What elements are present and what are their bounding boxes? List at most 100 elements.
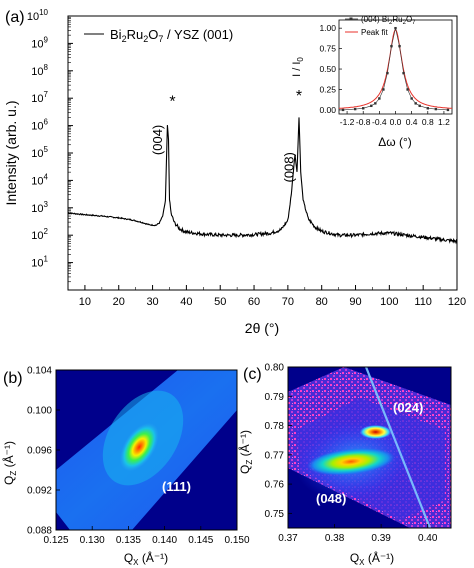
- panel-c-x-tick-label: 0.40: [418, 533, 438, 544]
- panel-label-b: (b): [3, 370, 23, 387]
- panel-a-x-tick-label: 110: [414, 296, 432, 308]
- panel-b-y-tick-label: 0.100: [27, 406, 52, 417]
- inset-data-point: [410, 97, 413, 100]
- panel-a-peak-annotation: (008): [281, 152, 296, 182]
- panel-a-y-tick-label: 103: [31, 200, 48, 215]
- panel-b-peak-label-111: (111): [162, 479, 191, 494]
- panel-c-axes: 0.37 0.38 0.39 0.40 0.75 0.76 0.77 0.78 0.79 0.80: [265, 363, 438, 545]
- panel-a-x-tick-label: 20: [113, 296, 125, 308]
- panel-a-y-tick-label: 105: [31, 145, 48, 160]
- panel-c-x-tick-label: 0.39: [371, 533, 391, 544]
- inset-data-point: [378, 97, 381, 100]
- panel-b-x-tick-label: 0.135: [116, 535, 141, 546]
- panel-a-y-tick-label: 101: [31, 255, 48, 270]
- panel-label-a: (a): [5, 9, 25, 26]
- inset-legend-data-label: (004) Bi2Ru2O7: [361, 15, 416, 26]
- panel-a-y-tick-label: 106: [31, 118, 48, 133]
- inset-data-markers: [341, 26, 450, 112]
- inset-y-tick-label: 0.75: [319, 44, 336, 54]
- panel-a-series-line: [68, 117, 457, 245]
- panel-b-y-tick-label: 0.088: [27, 526, 52, 537]
- panel-b-x-label: QX (Å⁻¹): [124, 550, 168, 567]
- panel-b-y-tick-label: 0.096: [27, 446, 52, 457]
- panel-a-y-tick-label: 107: [31, 90, 48, 105]
- panel-a-x-label: 2θ (°): [245, 320, 279, 336]
- inset-x-tick-label: 0.8: [422, 117, 434, 127]
- inset-data-point: [386, 71, 389, 75]
- panel-a-legend-label: Bi2Ru2O7 / YSZ (001): [110, 27, 233, 44]
- panel-b-x-tick-label: 0.130: [80, 535, 105, 546]
- panel-a-x-tick-label: 90: [349, 296, 361, 308]
- inset-x-tick-label: 0.0: [390, 117, 402, 127]
- panel-c-peak-label-024: (024): [393, 400, 423, 415]
- inset-data-point: [382, 88, 385, 91]
- inset-data-point: [362, 107, 365, 110]
- panel-c-y-tick-label: 0.75: [265, 509, 285, 520]
- inset-data-point: [406, 88, 409, 91]
- panel-a-inset: -1.2 -0.8 -0.4 0.0 0.4 0.8 1.2 0.00 0.25 0.50 0.75…: [291, 15, 453, 149]
- panel-a-y-tick-label: 104: [31, 172, 48, 187]
- inset-data-point: [414, 102, 417, 105]
- panel-a-x-tick-label: 10: [79, 296, 91, 308]
- panel-a-peak-annotation: (004): [150, 125, 165, 155]
- inset-y-tick-label: 0.25: [319, 84, 336, 94]
- panel-a-x-tick-label: 120: [448, 296, 466, 308]
- panel-a: 101 102 103 104 105 106 107 108 109 1010 10 20 30 40…: [3, 8, 466, 336]
- inset-data-point: [402, 71, 405, 75]
- inset-data-point: [374, 102, 377, 105]
- panel-c-peak-024: [359, 425, 392, 439]
- inset-y-label: I / I0: [291, 57, 305, 77]
- panel-b-y-label: QZ (Å⁻¹): [1, 441, 18, 485]
- panel-a-peak-annotation: *: [169, 93, 175, 110]
- panel-c-y-tick-label: 0.80: [265, 363, 285, 374]
- panel-a-y-axis: 101 102 103 104 105 106 107 108 109 1010: [27, 8, 73, 283]
- inset-fit-line: [339, 29, 452, 109]
- inset-axes: -1.2 -0.8 -0.4 0.0 0.4 0.8 1.2 0.00 0.25 0.50 0.75…: [319, 23, 450, 127]
- inset-x-tick-label: -0.4: [372, 117, 387, 127]
- panel-c-peak-label-048: (048): [316, 491, 346, 506]
- inset-legend-data-marker: [349, 17, 353, 21]
- panel-c-plot-frame: [287, 366, 452, 529]
- panel-c-peak-048: [307, 447, 395, 476]
- panel-b-x-tick-label: 0.140: [152, 535, 177, 546]
- panel-c-x-tick-label: 0.38: [325, 533, 345, 544]
- inset-data-point: [394, 26, 397, 30]
- panel-label-c: (c): [243, 366, 262, 383]
- inset-data-point: [370, 104, 373, 108]
- inset-data-point: [398, 44, 401, 48]
- panel-a-x-tick-label: 40: [180, 296, 192, 308]
- panel-a-y-tick-label: 108: [31, 63, 48, 78]
- inset-x-tick-label: 1.2: [438, 117, 450, 127]
- inset-x-tick-label: 0.4: [406, 117, 418, 127]
- panel-a-x-axis: 10 20 30 40 50 60 70 80 90 100 110 120: [79, 285, 466, 308]
- panel-a-y-label: Intensity (arb. u.): [3, 100, 19, 205]
- panel-a-x-tick-label: 70: [282, 296, 294, 308]
- panel-c-detector-streak: [364, 367, 432, 528]
- inset-x-tick-label: -0.8: [356, 117, 371, 127]
- panel-a-x-tick-label: 100: [380, 296, 398, 308]
- panel-b-axes: 0.125 0.130 0.135 0.140 0.145 0.150 0.088 0.092…: [27, 366, 250, 547]
- inset-data-point: [353, 107, 357, 111]
- inset-data-point: [426, 107, 429, 110]
- inset-y-tick-label: 1.00: [319, 23, 336, 33]
- panel-c-y-tick-label: 0.78: [265, 421, 285, 432]
- panel-a-x-tick-label: 80: [316, 296, 328, 308]
- panel-b-y-tick-label: 0.092: [27, 486, 52, 497]
- panel-c-y-tick-label: 0.79: [265, 392, 285, 403]
- panel-a-x-tick-label: 50: [214, 296, 226, 308]
- inset-data-point: [434, 107, 438, 111]
- inset-y-tick-label: 0.00: [319, 105, 336, 115]
- panel-b-x-tick-label: 0.125: [43, 535, 68, 546]
- panel-c-y-label: QZ (Å⁻¹): [237, 430, 254, 474]
- panel-a-x-tick-label: 30: [146, 296, 158, 308]
- panel-c-x-tick-label: 0.37: [278, 533, 298, 544]
- inset-data-point: [341, 108, 345, 112]
- panel-a-y-tick-label: 1010: [27, 8, 49, 23]
- inset-y-tick-label: 0.50: [319, 64, 336, 74]
- panel-c: 0.37 0.38 0.39 0.40 0.75 0.76 0.77 0.78 0.79 0.80…: [237, 363, 452, 567]
- inset-legend-fit-label: Peak fit: [361, 28, 388, 37]
- inset-data-point: [446, 108, 450, 112]
- panel-c-y-tick-label: 0.77: [265, 450, 285, 461]
- inset-x-label: Δω (°): [378, 135, 412, 149]
